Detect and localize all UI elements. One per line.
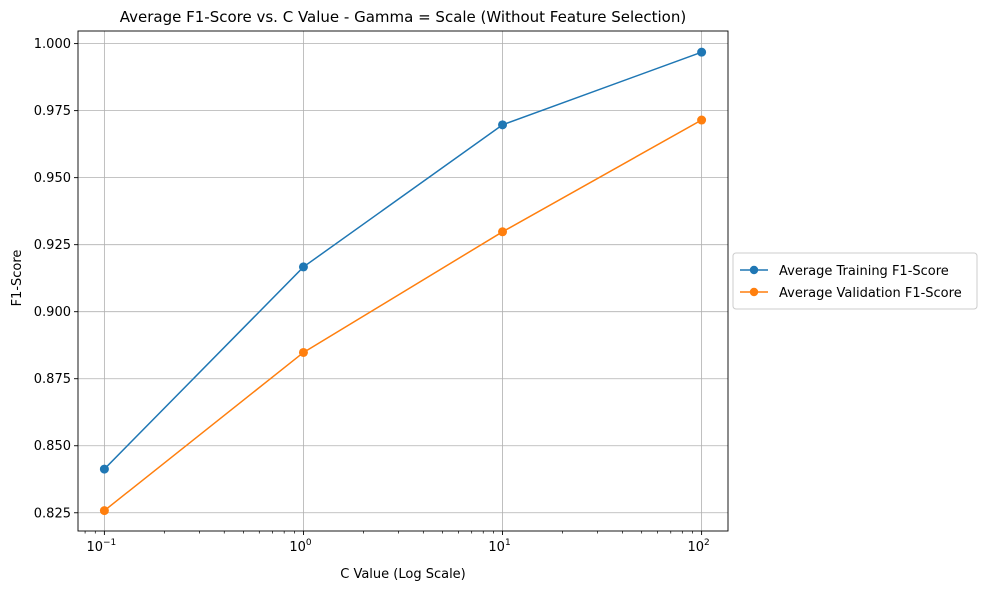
x-axis-ticks: 10−1 100 101 102 <box>86 531 710 555</box>
x-tick-label: 102 <box>687 538 709 555</box>
data-point <box>298 262 308 272</box>
data-point <box>697 115 707 125</box>
legend-label-training: Average Training F1-Score <box>779 264 949 279</box>
y-tick-label: 0.950 <box>34 171 71 186</box>
x-tick-label: 101 <box>488 538 510 555</box>
series-line <box>103 51 702 470</box>
legend-item-validation: Average Validation F1-Score <box>740 286 962 301</box>
plot-frame <box>77 30 729 532</box>
legend-box <box>732 252 978 310</box>
y-tick-label: 0.875 <box>34 372 71 387</box>
y-tick-label: 0.975 <box>34 104 71 119</box>
data-point <box>99 506 109 516</box>
chart-title: Average F1-Score vs. C Value - Gamma = S… <box>120 8 686 26</box>
x-minor-ticks <box>84 531 693 534</box>
legend-item-training: Average Training F1-Score <box>740 264 949 279</box>
y-tick-label: 0.925 <box>34 238 71 253</box>
y-tick-label: 0.825 <box>34 506 71 521</box>
series-1 <box>99 115 707 516</box>
legend-marker-validation <box>749 287 759 297</box>
x-tick-label: 100 <box>289 538 312 555</box>
legend: Average Training F1-Score Average Valida… <box>732 252 978 310</box>
grid <box>78 31 728 531</box>
y-tick-label: 1.000 <box>34 37 71 52</box>
x-axis-title: C Value (Log Scale) <box>340 567 466 582</box>
y-tick-label: 0.900 <box>34 305 71 320</box>
data-point <box>99 464 109 474</box>
x-tick-label: 10−1 <box>86 538 116 555</box>
series-0 <box>99 47 707 474</box>
series-layer <box>99 47 707 516</box>
y-axis-ticks: 0.825 0.850 0.875 0.900 0.925 0.950 0.975 1.000 <box>34 37 78 521</box>
data-point <box>697 47 707 57</box>
y-axis-title: F1-Score <box>10 250 25 307</box>
data-point <box>298 347 308 357</box>
data-point <box>498 227 508 237</box>
y-tick-label: 0.850 <box>34 439 71 454</box>
legend-marker-training <box>749 265 759 275</box>
data-point <box>498 120 508 130</box>
series-line <box>103 119 702 512</box>
legend-label-validation: Average Validation F1-Score <box>779 286 962 301</box>
